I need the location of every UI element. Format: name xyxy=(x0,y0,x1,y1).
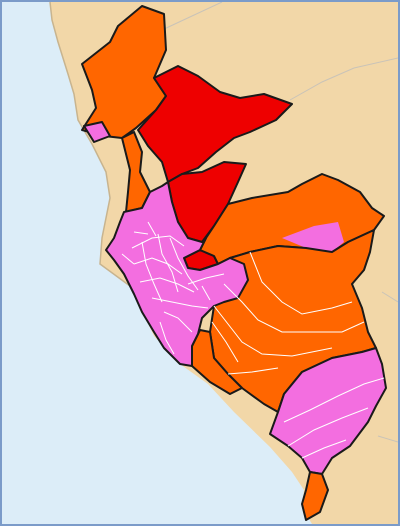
road-line xyxy=(161,2,223,31)
road-line xyxy=(289,57,398,101)
region-east-pink xyxy=(282,222,344,252)
region-north-red xyxy=(137,65,293,183)
road-line xyxy=(377,435,398,443)
road-line xyxy=(381,291,398,303)
region-southtip-orange xyxy=(301,471,329,521)
coastline xyxy=(49,2,131,287)
region-south-pink xyxy=(269,347,387,475)
district-lines-east xyxy=(211,251,385,459)
district-lines xyxy=(121,221,225,355)
region-ancon-pink xyxy=(83,121,111,143)
